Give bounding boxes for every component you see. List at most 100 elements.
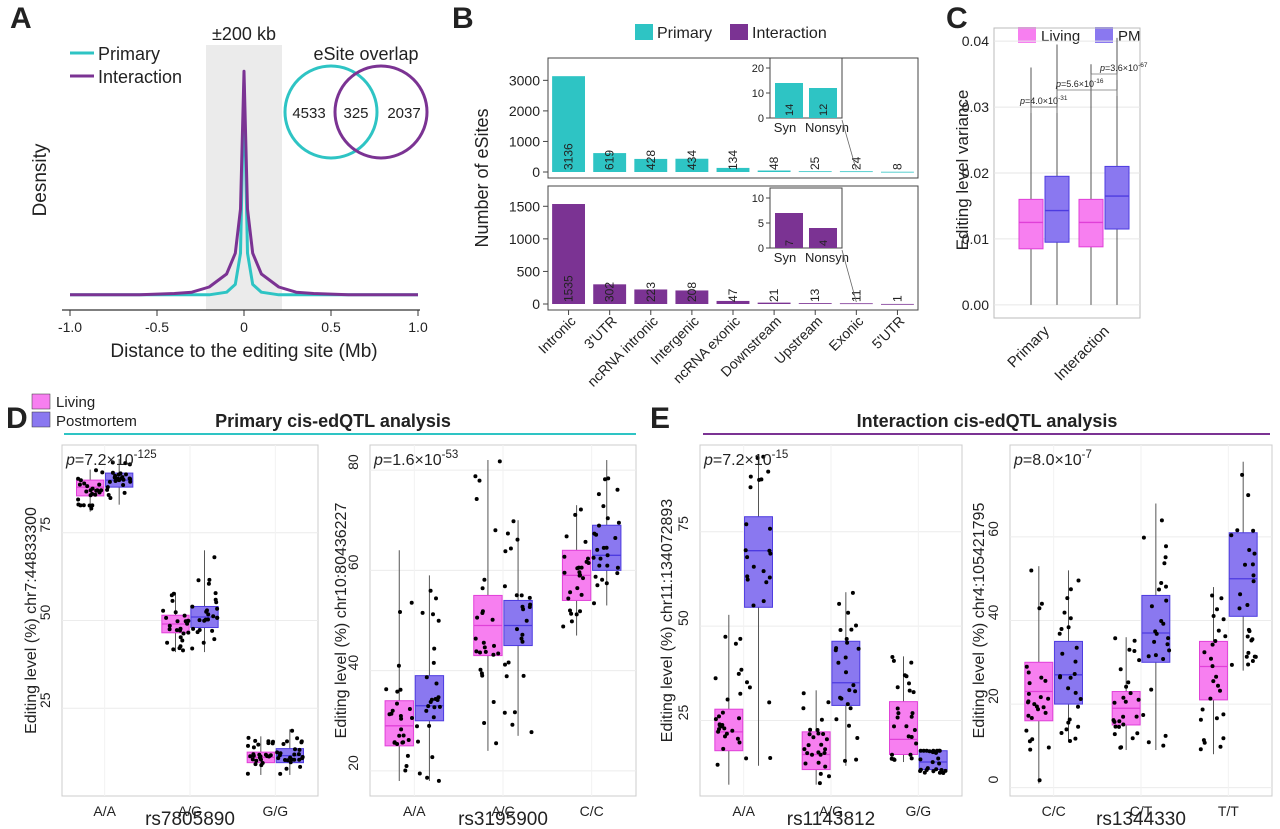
data-point — [847, 723, 851, 728]
data-point — [1038, 695, 1043, 700]
data-point — [1072, 672, 1077, 676]
data-point — [1149, 687, 1154, 692]
inset-bar-value: 4 — [818, 240, 830, 246]
bar-value-label: 11 — [849, 289, 863, 302]
data-point — [921, 748, 926, 753]
data-point — [491, 700, 496, 704]
data-point — [1161, 657, 1166, 661]
data-point — [524, 618, 529, 623]
data-point — [562, 554, 567, 559]
data-point — [201, 640, 206, 645]
y-tick-label: 50 — [37, 605, 53, 621]
panel-a-ylabel: Desnsity — [30, 143, 51, 216]
data-point — [167, 623, 172, 628]
data-point — [1113, 636, 1118, 641]
data-point — [1161, 743, 1166, 748]
data-point — [409, 600, 414, 605]
data-point — [909, 660, 914, 665]
data-point — [598, 556, 603, 561]
data-point — [577, 573, 582, 578]
data-point — [181, 631, 186, 636]
data-point — [914, 741, 919, 746]
data-point — [212, 555, 217, 560]
data-point — [285, 758, 290, 763]
data-point — [127, 462, 132, 467]
data-point — [480, 611, 485, 615]
data-point — [215, 606, 220, 611]
data-point — [939, 769, 943, 774]
x-category-label: A/A — [403, 803, 426, 819]
data-point — [178, 626, 183, 631]
data-point — [918, 748, 923, 753]
data-point — [1146, 654, 1151, 659]
y-tick-label: 0 — [532, 164, 540, 180]
x-tick-label: 0.5 — [321, 319, 341, 335]
data-point — [205, 608, 209, 613]
data-point — [810, 752, 814, 757]
data-point — [171, 591, 176, 596]
data-point — [97, 489, 102, 494]
data-point — [909, 735, 914, 739]
data-point — [186, 618, 191, 623]
data-point — [85, 484, 90, 489]
p-value: p=4.0×10-31 — [1019, 95, 1068, 106]
data-point — [895, 706, 900, 711]
data-point — [416, 739, 420, 744]
data-point — [768, 526, 772, 531]
y-tick-label: 50 — [675, 610, 691, 626]
data-point — [821, 732, 826, 736]
data-point — [90, 486, 95, 491]
data-point — [512, 710, 517, 715]
data-point — [1250, 659, 1255, 663]
data-point — [717, 727, 721, 732]
data-point — [437, 704, 442, 709]
data-point — [1214, 716, 1219, 721]
p-value: p=7.2×10-15 — [703, 449, 788, 469]
box — [1104, 165, 1130, 230]
data-point — [515, 537, 520, 542]
inset-category-label: Syn — [774, 120, 796, 135]
data-point — [1058, 674, 1063, 679]
bar — [675, 290, 709, 304]
x-category-label: T/T — [1218, 803, 1239, 819]
data-point — [1062, 610, 1067, 615]
data-point — [191, 626, 196, 631]
data-point — [1251, 528, 1256, 533]
data-point — [1246, 650, 1251, 655]
box — [1078, 198, 1104, 248]
data-point — [713, 717, 718, 722]
data-point — [508, 546, 513, 551]
data-point — [1163, 733, 1168, 738]
data-point — [296, 752, 301, 757]
data-point — [398, 687, 403, 692]
data-point — [435, 698, 440, 702]
data-point — [819, 717, 824, 722]
panel-letter-a: A — [10, 2, 32, 35]
data-point — [206, 612, 211, 617]
data-point — [1026, 700, 1030, 705]
bar — [552, 204, 585, 304]
data-point — [275, 750, 280, 755]
data-point — [909, 714, 914, 719]
data-point — [601, 545, 606, 550]
data-point — [805, 751, 810, 756]
data-point — [490, 617, 495, 622]
data-point — [723, 734, 727, 739]
data-point — [506, 660, 511, 665]
data-point — [426, 704, 431, 709]
bar-value-label: 3136 — [562, 143, 576, 170]
data-point — [215, 615, 220, 620]
data-point — [88, 493, 93, 498]
data-point — [591, 555, 596, 560]
data-point — [1027, 739, 1032, 744]
data-point — [100, 470, 105, 475]
y-tick-label: 0.01 — [962, 231, 989, 247]
bar — [839, 303, 873, 305]
data-point — [1211, 679, 1216, 684]
data-point — [474, 497, 479, 501]
data-point — [112, 475, 117, 480]
data-point — [384, 687, 389, 692]
data-point — [1118, 667, 1123, 672]
data-point — [1060, 651, 1065, 656]
